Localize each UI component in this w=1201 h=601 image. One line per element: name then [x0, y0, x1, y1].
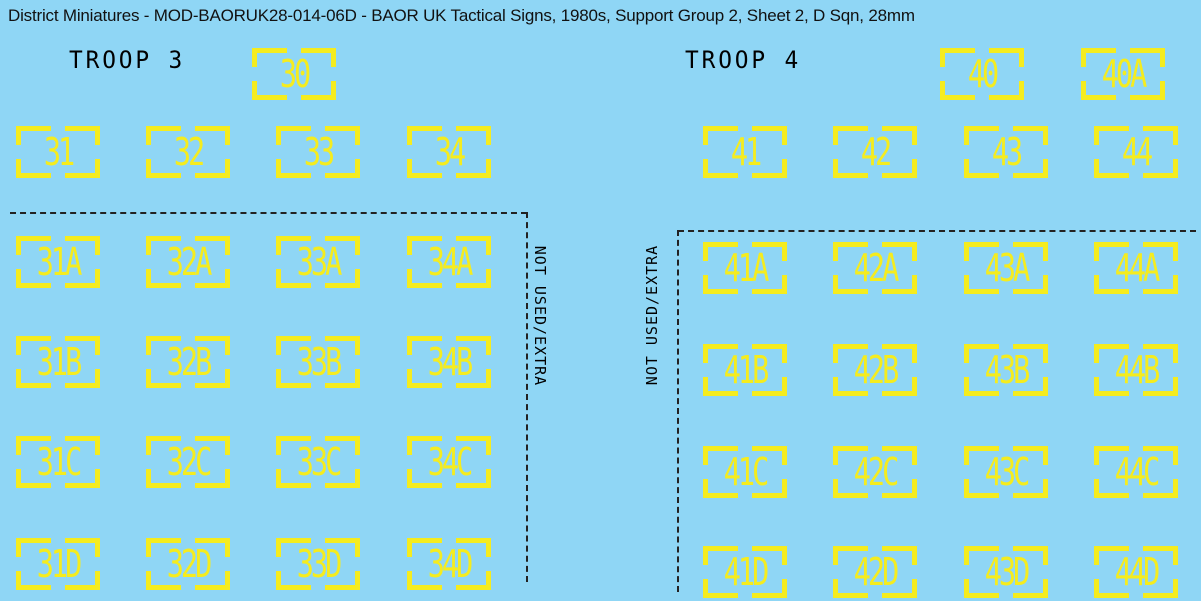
- sign-label: 32C: [166, 440, 212, 484]
- sign-label: 43: [991, 130, 1023, 174]
- sign-label: 41A: [723, 246, 769, 290]
- sheet-title: District Miniatures - MOD-BAORUK28-014-0…: [8, 6, 915, 25]
- tactical-sign-31b: 31B: [16, 336, 100, 388]
- tactical-sign-31c: 31C: [16, 436, 100, 488]
- tactical-sign-44c: 44C: [1094, 446, 1178, 498]
- sign-label: 44A: [1114, 246, 1160, 290]
- tactical-sign-33b: 33B: [276, 336, 360, 388]
- sign-label: 40: [967, 52, 999, 96]
- tactical-sign-31d: 31D: [16, 538, 100, 590]
- tactical-sign-41c: 41C: [703, 446, 787, 498]
- tactical-sign-32c: 32C: [146, 436, 230, 488]
- tactical-sign-32: 32: [146, 126, 230, 178]
- tactical-sign-42c: 42C: [833, 446, 917, 498]
- tactical-sign-43b: 43B: [964, 344, 1048, 396]
- sign-label: 32D: [166, 542, 212, 586]
- tactical-sign-44d: 44D: [1094, 546, 1178, 598]
- tactical-sign-43c: 43C: [964, 446, 1048, 498]
- tactical-sign-32b: 32B: [146, 336, 230, 388]
- tactical-sign-32d: 32D: [146, 538, 230, 590]
- tactical-sign-41a: 41A: [703, 242, 787, 294]
- sign-label: 31C: [36, 440, 82, 484]
- tactical-sign-34c: 34C: [407, 436, 491, 488]
- tactical-sign-42b: 42B: [833, 344, 917, 396]
- troop-4-label: TROOP 4: [685, 46, 802, 74]
- sign-label: 31A: [36, 240, 82, 284]
- sign-label: 42C: [853, 450, 899, 494]
- sign-label: 31: [43, 130, 75, 174]
- sign-label: 34C: [427, 440, 473, 484]
- tactical-sign-44a: 44A: [1094, 242, 1178, 294]
- sign-label: 43B: [984, 348, 1030, 392]
- tactical-sign-34b: 34B: [407, 336, 491, 388]
- sign-label: 42: [860, 130, 892, 174]
- tactical-sign-31a: 31A: [16, 236, 100, 288]
- tactical-sign-41: 41: [703, 126, 787, 178]
- tactical-sign-44b: 44B: [1094, 344, 1178, 396]
- sign-label: 41B: [723, 348, 769, 392]
- sign-label: 33B: [296, 340, 342, 384]
- tactical-sign-33a: 33A: [276, 236, 360, 288]
- sign-label: 44: [1121, 130, 1153, 174]
- tactical-sign-42d: 42D: [833, 546, 917, 598]
- sign-label: 43A: [984, 246, 1030, 290]
- sign-label: 44D: [1114, 550, 1160, 594]
- sign-label: 34B: [427, 340, 473, 384]
- tactical-sign-41d: 41D: [703, 546, 787, 598]
- tactical-sign-34a: 34A: [407, 236, 491, 288]
- sign-label: 42A: [853, 246, 899, 290]
- sign-label: 44C: [1114, 450, 1160, 494]
- sign-label: 33: [303, 130, 335, 174]
- sign-label: 32A: [166, 240, 212, 284]
- dashed-divider: [678, 230, 1196, 232]
- tactical-sign-40a: 40A: [1081, 48, 1165, 100]
- sign-label: 34D: [427, 542, 473, 586]
- sign-label: 41D: [723, 550, 769, 594]
- tactical-sign-41b: 41B: [703, 344, 787, 396]
- sign-label: 41C: [723, 450, 769, 494]
- tactical-sign-30: 30: [252, 48, 336, 100]
- tactical-sign-32a: 32A: [146, 236, 230, 288]
- tactical-sign-42a: 42A: [833, 242, 917, 294]
- sign-label: 33D: [296, 542, 342, 586]
- dashed-divider: [10, 212, 527, 214]
- tactical-sign-42: 42: [833, 126, 917, 178]
- not-used-label-left: NOT USED/EXTRA: [531, 245, 550, 387]
- dashed-divider: [677, 230, 679, 592]
- tactical-sign-34d: 34D: [407, 538, 491, 590]
- sign-label: 34A: [427, 240, 473, 284]
- tactical-sign-31: 31: [16, 126, 100, 178]
- tactical-sign-33d: 33D: [276, 538, 360, 590]
- sign-label: 32B: [166, 340, 212, 384]
- sign-label: 43C: [984, 450, 1030, 494]
- sign-label: 30: [279, 52, 311, 96]
- sign-label: 44B: [1114, 348, 1160, 392]
- sign-label: 42D: [853, 550, 899, 594]
- tactical-sign-33: 33: [276, 126, 360, 178]
- sign-label: 43D: [984, 550, 1030, 594]
- tactical-sign-43d: 43D: [964, 546, 1048, 598]
- tactical-sign-44: 44: [1094, 126, 1178, 178]
- sign-label: 33A: [296, 240, 342, 284]
- sign-label: 33C: [296, 440, 342, 484]
- dashed-divider: [526, 212, 528, 582]
- sign-label: 32: [173, 130, 205, 174]
- tactical-sign-34: 34: [407, 126, 491, 178]
- sign-label: 31B: [36, 340, 82, 384]
- not-used-label-right: NOT USED/EXTRA: [643, 244, 662, 386]
- tactical-sign-40: 40: [940, 48, 1024, 100]
- tactical-sign-43a: 43A: [964, 242, 1048, 294]
- sign-label: 40A: [1101, 52, 1147, 96]
- tactical-sign-43: 43: [964, 126, 1048, 178]
- sign-label: 34: [434, 130, 466, 174]
- troop-3-label: TROOP 3: [69, 46, 186, 74]
- sign-label: 42B: [853, 348, 899, 392]
- sign-label: 31D: [36, 542, 82, 586]
- sign-label: 41: [730, 130, 762, 174]
- tactical-sign-33c: 33C: [276, 436, 360, 488]
